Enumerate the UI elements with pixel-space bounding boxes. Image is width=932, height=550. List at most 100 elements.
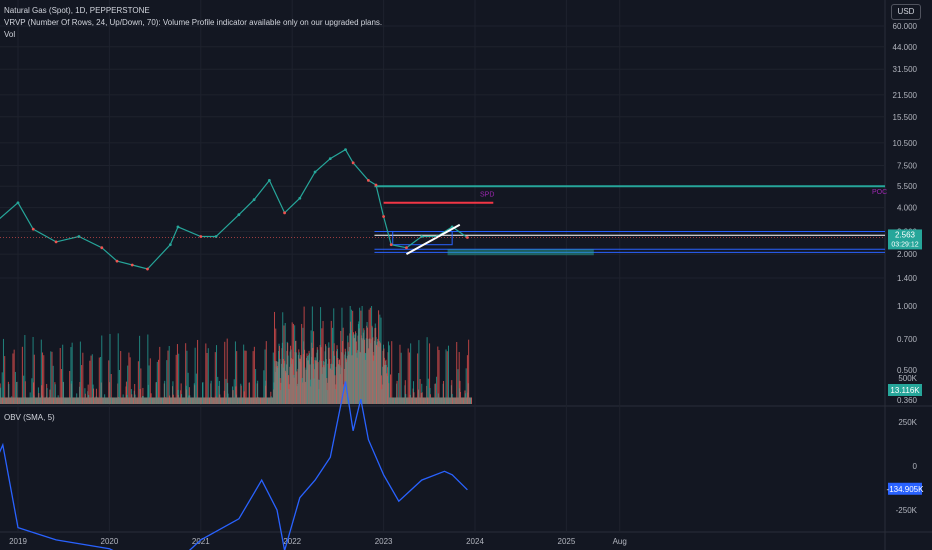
volume-bar	[275, 328, 277, 404]
volume-bar	[232, 390, 234, 404]
volume-bar	[120, 351, 122, 404]
volume-bar	[407, 348, 409, 404]
volume-bar	[142, 387, 144, 404]
x-tick-label: 2023	[375, 537, 393, 546]
volume-bar	[127, 365, 129, 404]
volume-bar	[14, 371, 16, 404]
volume-bar	[2, 338, 4, 404]
volume-tick-label: 0.700	[897, 335, 918, 344]
volume-bar	[16, 381, 18, 404]
currency-selector[interactable]: USD	[891, 4, 921, 20]
price-point	[146, 267, 149, 271]
volume-bar	[253, 346, 255, 404]
volume-bar	[437, 346, 439, 404]
volume-bar	[458, 352, 460, 404]
poc-label: POC	[872, 189, 887, 196]
volume-bar	[164, 380, 166, 404]
x-tick-label: 2022	[283, 537, 301, 546]
y-tick-label: 1.400	[897, 274, 918, 283]
volume-last-badge	[888, 384, 922, 396]
volume-bar	[400, 352, 402, 404]
volume-bar	[245, 350, 247, 404]
volume-bar	[445, 349, 447, 404]
volume-bar	[166, 360, 168, 404]
obv-last-badge	[888, 482, 922, 495]
obv-legend: OBV (SMA, 5)	[4, 413, 55, 422]
volume-bar	[236, 351, 238, 404]
obv-tick-label: -250K	[896, 506, 918, 515]
price-point	[100, 246, 104, 250]
volume-bar	[205, 343, 207, 404]
volume-bar	[62, 344, 64, 404]
price-point	[115, 259, 119, 263]
volume-bar	[71, 342, 73, 404]
y-tick-label: 21.500	[893, 91, 918, 100]
volume-bar	[0, 387, 2, 404]
volume-bar	[257, 380, 259, 404]
volume-bar	[456, 341, 458, 404]
price-point	[252, 198, 256, 202]
volume-bar	[225, 378, 227, 404]
volume-bar	[214, 352, 216, 404]
volume-bar	[33, 354, 35, 404]
volume-bar	[264, 349, 266, 404]
price-point	[31, 227, 35, 231]
volume-bar	[244, 350, 246, 404]
volume-bar	[149, 358, 151, 404]
volume-bar	[156, 361, 158, 404]
volume-bar	[419, 379, 421, 404]
volume-bar	[140, 368, 142, 404]
volume-bar	[255, 369, 257, 404]
x-tick-label: 2020	[101, 537, 119, 546]
volume-bar	[399, 344, 401, 404]
volume-bar	[63, 381, 65, 404]
symbol-legend: Natural Gas (Spot), 1D, PEPPERSTONE	[4, 6, 150, 15]
volume-bar	[40, 339, 42, 404]
volume-bar	[137, 361, 139, 404]
y-tick-label: 2.000	[897, 250, 918, 259]
volume-bar	[147, 334, 149, 404]
volume-bar	[194, 347, 196, 404]
volume-bar	[263, 370, 265, 404]
volume-bar	[32, 382, 34, 404]
volume-bar	[59, 348, 61, 404]
price-point	[374, 183, 378, 187]
price-point	[313, 170, 317, 174]
volume-bar	[155, 382, 157, 404]
price-point	[382, 215, 385, 218]
volume-bar	[391, 341, 393, 404]
x-tick-label: 2024	[466, 537, 484, 546]
volume-bar	[227, 382, 229, 404]
volume-bar	[233, 379, 235, 404]
volume-bar	[42, 352, 44, 404]
volume-bar	[252, 351, 254, 404]
volume-bar	[417, 353, 419, 404]
price-point	[283, 211, 286, 215]
volume-bar	[210, 380, 212, 404]
volume-bar	[248, 382, 250, 404]
y-tick-label: 4.000	[897, 204, 918, 213]
volume-bar	[91, 354, 93, 404]
volume-bar	[172, 381, 174, 404]
y-tick-label: 5.500	[897, 182, 918, 191]
volume-bar	[292, 323, 294, 404]
spd-label: SPD	[480, 192, 494, 199]
volume-bar	[43, 355, 45, 404]
x-tick-label: Aug	[613, 537, 627, 546]
volume-bar	[52, 365, 54, 404]
obv-tick-label: 250K	[898, 418, 917, 427]
volume-bar	[110, 374, 112, 404]
volume-bar	[158, 359, 160, 404]
price-series-line	[0, 148, 468, 270]
volume-bar	[418, 340, 420, 404]
volume-bar	[398, 373, 400, 404]
price-point	[351, 161, 355, 165]
y-tick-label: 10.500	[893, 139, 918, 148]
price-point	[237, 213, 241, 217]
price-point	[389, 243, 393, 247]
volume-bar	[31, 378, 33, 404]
volume-bar	[446, 351, 448, 404]
volume-bar	[321, 328, 323, 404]
volume-bar	[187, 372, 189, 404]
